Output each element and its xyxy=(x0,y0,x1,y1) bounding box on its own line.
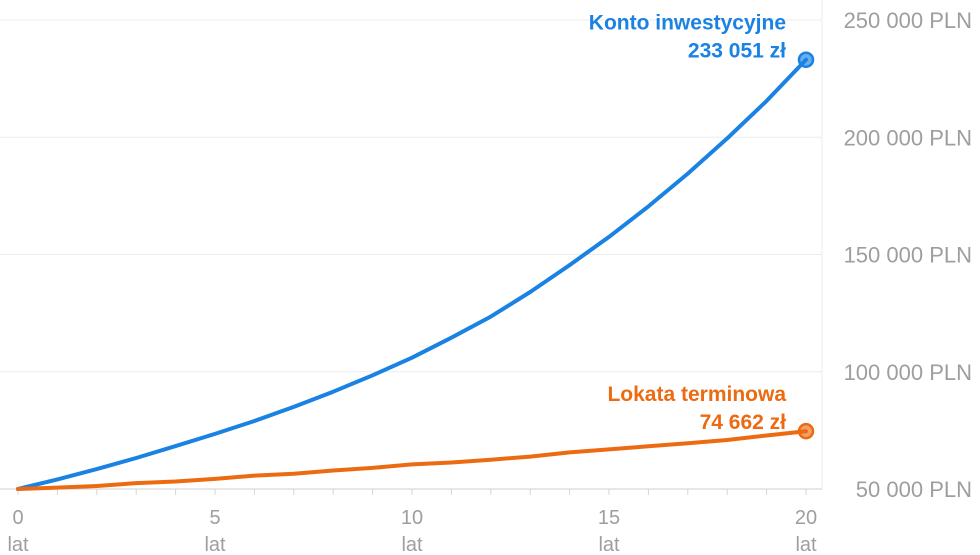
grid-lines xyxy=(0,0,823,489)
series-end-point xyxy=(797,422,815,440)
x-tick-unit: lat xyxy=(401,534,423,555)
x-tick-label: 20 xyxy=(795,507,817,529)
series-lines xyxy=(16,51,815,491)
x-tick-unit: lat xyxy=(204,534,226,555)
y-tick-label: 100 000 PLN xyxy=(844,360,972,385)
y-tick-label: 200 000 PLN xyxy=(844,125,972,150)
series-value-label: 74 662 zł xyxy=(700,411,787,434)
series-name-label: Konto inwestycyjne xyxy=(589,12,786,35)
series-value-label: 233 051 zł xyxy=(688,40,786,63)
series-line-2 xyxy=(16,429,808,491)
x-tick-unit: lat xyxy=(7,534,29,555)
series-end-point xyxy=(797,51,815,68)
y-tick-label: 250 000 PLN xyxy=(844,8,972,33)
series-end-labels: Konto inwestycyjne 233 051 zł Lokata termi… xyxy=(589,12,787,434)
x-tick-label: 5 xyxy=(209,507,220,529)
series-line-1 xyxy=(16,57,808,491)
y-tick-label: 50 000 PLN xyxy=(856,477,972,502)
y-axis-ticks: 50 000 PLN 100 000 PLN 150 000 PLN 200 000 … xyxy=(844,8,972,502)
x-tick-label: 15 xyxy=(598,507,620,529)
series-name-label: Lokata terminowa xyxy=(607,383,786,406)
x-axis-ticks: 0 lat 5 lat 10 lat 15 lat 20 lat xyxy=(7,489,817,555)
x-tick-unit: lat xyxy=(598,534,620,555)
x-tick-unit: lat xyxy=(795,534,817,555)
x-tick-label: 0 xyxy=(12,507,23,529)
x-tick-label: 10 xyxy=(401,507,423,529)
y-tick-label: 150 000 PLN xyxy=(844,243,972,268)
